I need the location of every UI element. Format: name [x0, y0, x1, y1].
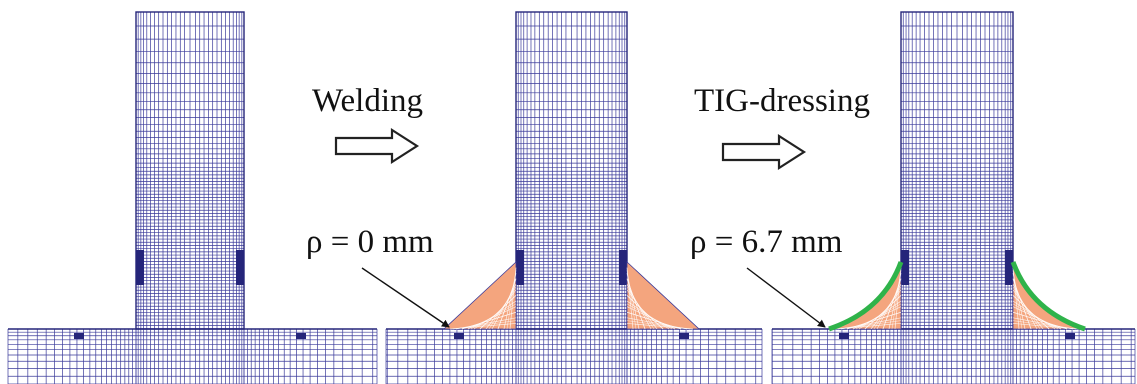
hollow-right-arrow-icon	[721, 133, 807, 171]
radius-label-welded: ρ = 0 mm	[306, 224, 434, 260]
leader-arrow-icon	[361, 267, 450, 328]
fe-mesh	[7, 11, 378, 384]
leader-arrow-icon	[746, 267, 826, 328]
dense-mesh-band	[839, 250, 1075, 339]
tig-dressing-zone	[828, 261, 904, 332]
weld-bead	[828, 261, 1086, 332]
dense-mesh-band	[454, 250, 689, 339]
weld-bead	[442, 261, 701, 330]
step-label-tig-dressing: TIG-dressing	[694, 83, 870, 119]
fe-mesh	[385, 11, 763, 384]
panel-base-joint	[7, 11, 378, 384]
radius-label-dressed: ρ = 6.7 mm	[690, 224, 843, 260]
dense-mesh-band	[74, 250, 306, 339]
hollow-right-arrow-icon	[334, 127, 420, 165]
panel-tig-dressed-joint	[771, 11, 1136, 384]
step-label-welding: Welding	[312, 83, 423, 119]
panel-welded-joint	[385, 11, 763, 384]
tig-dressing-zone	[1010, 261, 1086, 332]
